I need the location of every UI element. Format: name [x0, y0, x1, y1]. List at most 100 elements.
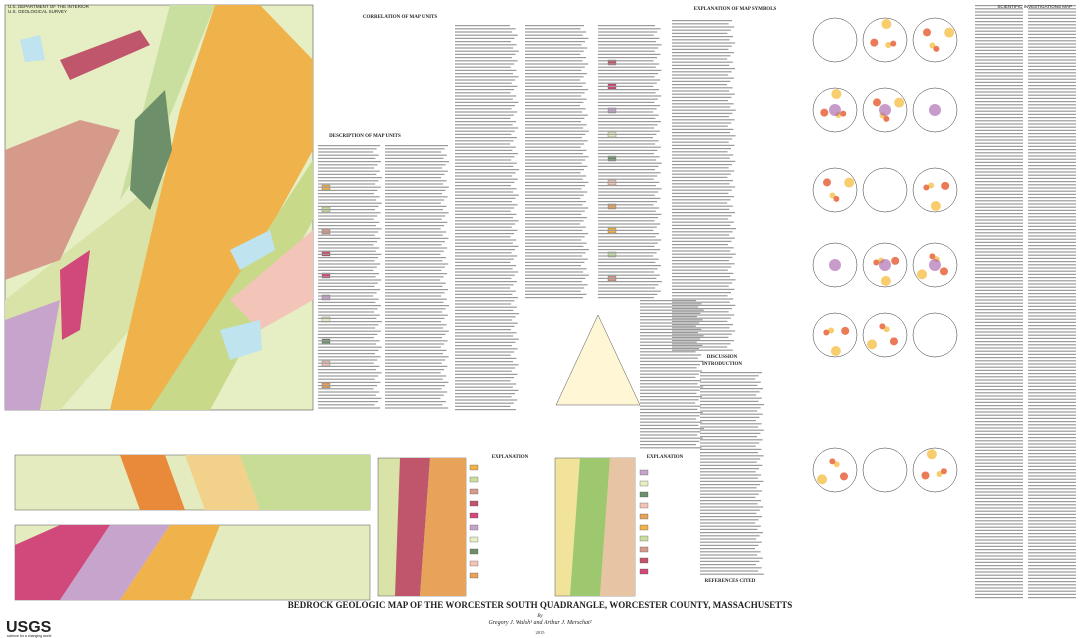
text-line [598, 89, 659, 91]
text-line [1028, 161, 1076, 163]
text-line [318, 269, 374, 271]
text-line [700, 474, 762, 476]
text-line [1028, 206, 1076, 208]
text-line [640, 312, 701, 314]
text-line [672, 167, 729, 169]
text-line [455, 25, 510, 27]
text-line [672, 208, 730, 210]
text-line [455, 258, 514, 260]
text-line [975, 462, 1023, 464]
text-line [525, 143, 585, 145]
text-line [598, 194, 655, 196]
text-line [525, 217, 587, 219]
text-line [975, 549, 1023, 551]
text-line [672, 68, 735, 70]
text-line [598, 117, 656, 119]
text-line [672, 157, 730, 159]
text-line [525, 172, 581, 174]
text-line [640, 309, 704, 311]
text-line [700, 493, 759, 495]
text-line [318, 378, 375, 380]
text-line [975, 27, 1023, 29]
text-line [385, 234, 443, 236]
text-line [318, 218, 374, 220]
text-line [672, 93, 735, 95]
text-line [455, 255, 518, 257]
density-blob [939, 267, 948, 276]
section-heading: CORRELATION OF MAP UNITS [363, 15, 438, 20]
text-line [318, 407, 381, 409]
text-line [975, 136, 1023, 138]
authors: Gregory J. Walsh¹ and Arthur J. Merschat… [488, 620, 591, 626]
text-line [672, 26, 735, 28]
text-line [1028, 273, 1076, 275]
text-line [672, 228, 736, 230]
text-line [318, 231, 379, 233]
density-blob [923, 28, 932, 37]
text-line [672, 266, 732, 268]
text-line [455, 85, 518, 87]
text-line [318, 337, 374, 339]
text-line [525, 95, 582, 97]
legend-swatch [639, 513, 649, 520]
legend-swatch [469, 488, 479, 495]
text-line [672, 279, 736, 281]
text-line [385, 241, 445, 243]
text-line [455, 169, 519, 171]
text-line [1028, 49, 1076, 51]
density-blob [929, 253, 936, 260]
text-line [672, 122, 732, 124]
text-line [598, 223, 661, 225]
text-line [525, 133, 586, 135]
text-line [975, 363, 1023, 365]
text-line [975, 334, 1023, 336]
text-line [975, 561, 1023, 563]
text-line [975, 293, 1023, 295]
text-line [598, 210, 656, 212]
text-line [385, 404, 443, 406]
text-line [598, 191, 659, 193]
density-blob [817, 474, 828, 485]
text-line [1028, 261, 1076, 263]
text-line [1028, 552, 1076, 554]
text-line [975, 542, 1023, 544]
text-line [455, 130, 515, 132]
density-blob [890, 40, 897, 47]
text-line [975, 315, 1023, 317]
text-line [1028, 597, 1076, 599]
text-line [1028, 549, 1076, 551]
usgs-logo: USGS [6, 619, 52, 636]
text-blocks [318, 5, 1076, 599]
text-line [385, 305, 449, 307]
text-line [975, 597, 1023, 599]
text-line [672, 340, 734, 342]
text-line [672, 183, 730, 185]
text-line [975, 449, 1023, 451]
text-line [525, 85, 583, 87]
text-line [455, 367, 516, 369]
text-line [318, 305, 381, 307]
text-line [525, 178, 583, 180]
text-line [975, 165, 1023, 167]
density-blob [840, 110, 847, 117]
text-line [318, 391, 380, 393]
text-line [598, 63, 660, 65]
text-line [672, 212, 735, 214]
text-line [975, 565, 1023, 567]
density-blob [883, 115, 890, 122]
density-blob [883, 326, 890, 333]
text-line [525, 127, 584, 129]
text-line [975, 277, 1023, 279]
text-line [672, 116, 729, 118]
text-line [318, 285, 375, 287]
text-line [318, 215, 378, 217]
text-line [525, 105, 580, 107]
text-line [385, 253, 441, 255]
text-line [1028, 225, 1076, 227]
text-line [975, 385, 1023, 387]
text-line [975, 318, 1023, 320]
text-line [640, 447, 702, 449]
text-line [1028, 177, 1076, 179]
text-line [672, 272, 734, 274]
